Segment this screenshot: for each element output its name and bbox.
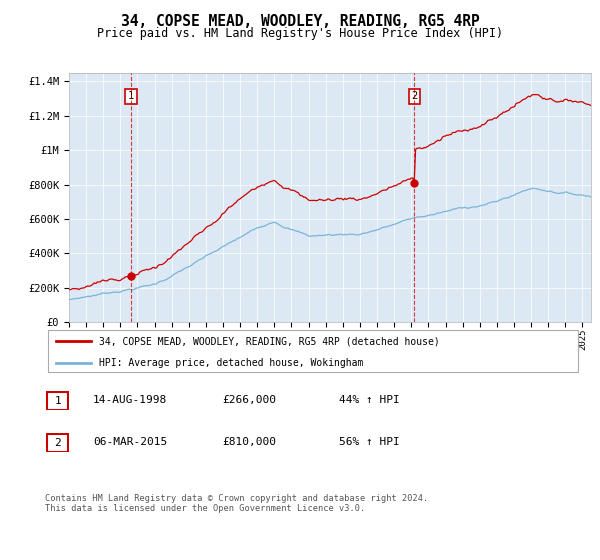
- Text: HPI: Average price, detached house, Wokingham: HPI: Average price, detached house, Woki…: [98, 358, 363, 367]
- Text: £810,000: £810,000: [222, 437, 276, 447]
- Text: 34, COPSE MEAD, WOODLEY, READING, RG5 4RP: 34, COPSE MEAD, WOODLEY, READING, RG5 4R…: [121, 14, 479, 29]
- FancyBboxPatch shape: [47, 435, 68, 451]
- Text: 44% ↑ HPI: 44% ↑ HPI: [339, 395, 400, 405]
- Text: £266,000: £266,000: [222, 395, 276, 405]
- Text: 1: 1: [128, 91, 134, 101]
- Text: 56% ↑ HPI: 56% ↑ HPI: [339, 437, 400, 447]
- Text: 14-AUG-1998: 14-AUG-1998: [93, 395, 167, 405]
- FancyBboxPatch shape: [47, 393, 68, 409]
- Text: Contains HM Land Registry data © Crown copyright and database right 2024.
This d: Contains HM Land Registry data © Crown c…: [45, 494, 428, 514]
- Text: 2: 2: [411, 91, 418, 101]
- Text: 34, COPSE MEAD, WOODLEY, READING, RG5 4RP (detached house): 34, COPSE MEAD, WOODLEY, READING, RG5 4R…: [98, 336, 439, 346]
- FancyBboxPatch shape: [47, 330, 578, 372]
- Text: Price paid vs. HM Land Registry's House Price Index (HPI): Price paid vs. HM Land Registry's House …: [97, 27, 503, 40]
- Text: 1: 1: [54, 396, 61, 406]
- Text: 06-MAR-2015: 06-MAR-2015: [93, 437, 167, 447]
- Text: 2: 2: [54, 438, 61, 448]
